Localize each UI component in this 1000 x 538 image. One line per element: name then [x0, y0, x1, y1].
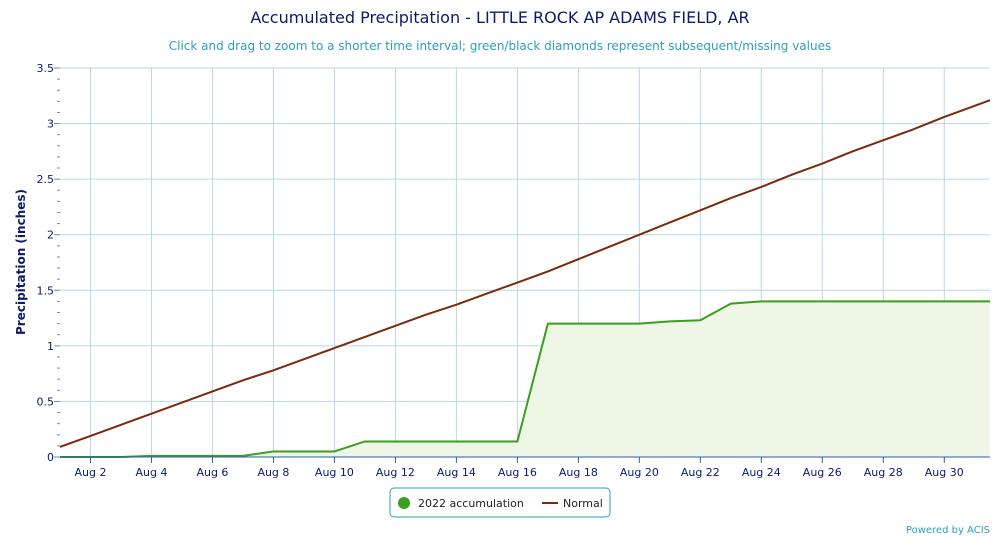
legend-item-2022[interactable]: 2022 accumulation [398, 497, 524, 510]
y-axis-label: Precipitation (inches) [14, 189, 28, 335]
axes [54, 67, 990, 463]
x-tick-label: Aug 24 [742, 466, 781, 479]
y-tick-label: 3 [47, 118, 54, 131]
series-normal-line[interactable] [59, 99, 991, 448]
y-tick-labels: 0 0.5 1 1.5 2 2.5 3 3.5 [37, 62, 55, 464]
series-area [59, 99, 991, 458]
series-2022-line[interactable] [60, 300, 990, 458]
x-tick-label: Aug 14 [437, 466, 476, 479]
y-tick-label: 1.5 [37, 284, 55, 297]
x-tick-label: Aug 20 [620, 466, 659, 479]
legend-label-normal: Normal [563, 497, 603, 510]
y-tick-label: 3.5 [37, 62, 55, 75]
x-tick-label: Aug 4 [135, 466, 167, 479]
x-tick-label: Aug 10 [315, 466, 354, 479]
x-tick-label: Aug 18 [559, 466, 598, 479]
legend-box [389, 487, 611, 518]
legend-item-normal[interactable]: Normal [542, 497, 603, 510]
x-tick-label: Aug 30 [925, 466, 964, 479]
chart-title: Accumulated Precipitation - LITTLE ROCK … [250, 8, 749, 27]
x-tick-label: Aug 2 [74, 466, 106, 479]
x-tick-label: Aug 22 [681, 466, 720, 479]
legend-marker-2022 [398, 497, 410, 509]
x-tick-label: Aug 16 [498, 466, 537, 479]
y-tick-label: 0 [47, 451, 54, 464]
x-tick-label: Aug 26 [803, 466, 842, 479]
x-tick-label: Aug 28 [864, 466, 903, 479]
credit-link[interactable]: Powered by ACIS [906, 525, 990, 536]
chart-subtitle: Click and drag to zoom to a shorter time… [169, 39, 831, 53]
x-tick-labels: Aug 2 Aug 4 Aug 6 Aug 8 Aug 10 Aug 12 Aug 14 Au… [74, 466, 963, 479]
y-tick-label: 2 [47, 229, 54, 242]
legend-label-2022: 2022 accumulation [418, 497, 524, 510]
x-tick-label: Aug 8 [257, 466, 289, 479]
y-tick-label: 0.5 [37, 395, 55, 408]
y-tick-label: 2.5 [37, 173, 55, 186]
series-2022-area [60, 301, 990, 457]
x-tick-label: Aug 12 [376, 466, 415, 479]
legend[interactable]: 2022 accumulation Normal [389, 487, 611, 518]
y-tick-label: 1 [47, 340, 54, 353]
x-tick-label: Aug 6 [196, 466, 228, 479]
